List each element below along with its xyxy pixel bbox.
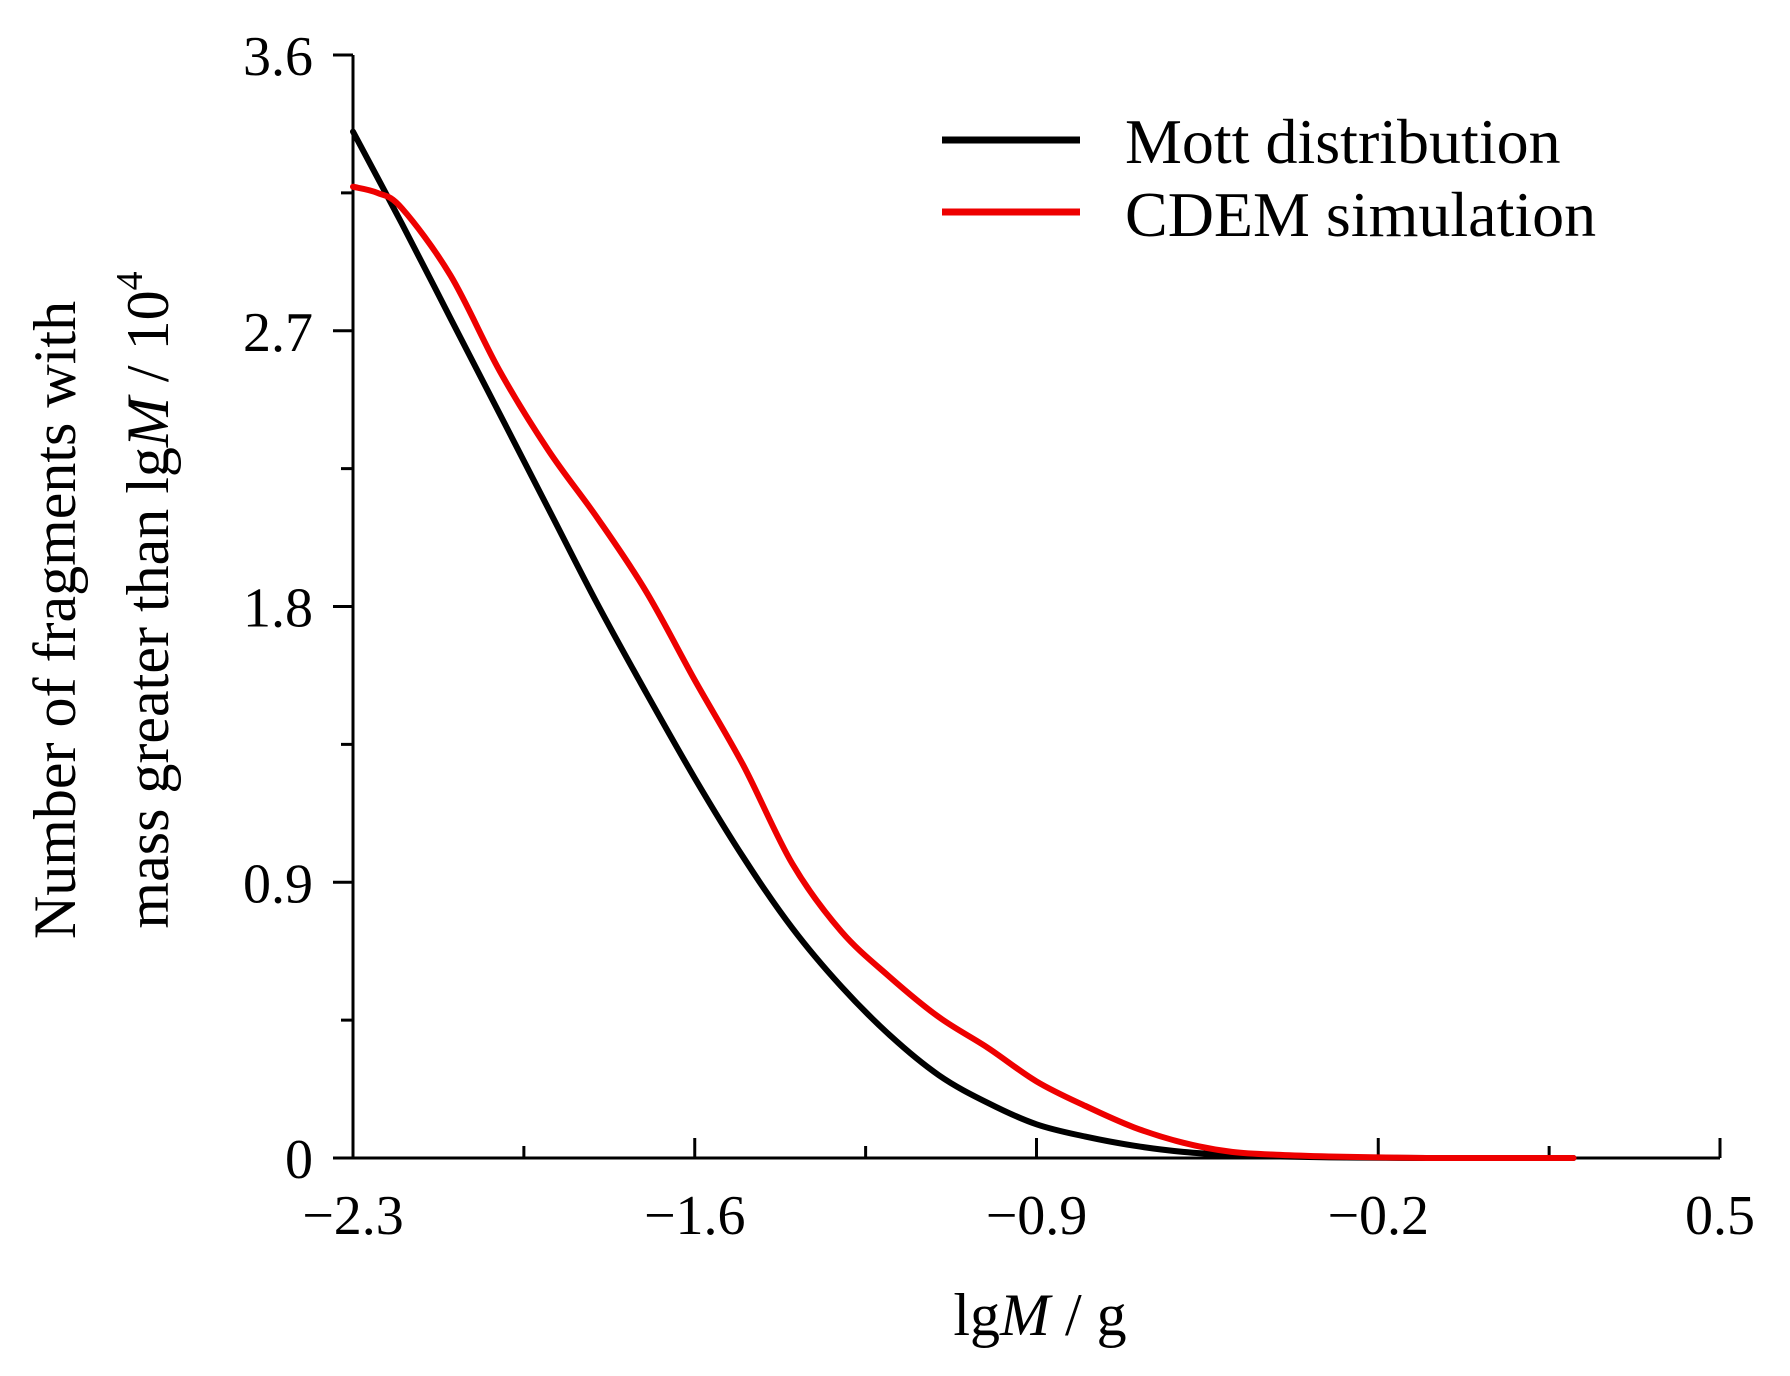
legend: Mott distribution CDEM simulation — [942, 106, 1596, 250]
x-tick-label: −0.9 — [986, 1185, 1088, 1247]
legend-label-mott: Mott distribution — [1125, 106, 1561, 177]
y-axis-title-line2: mass greater than lgM / 104 — [109, 271, 181, 928]
x-tick-label: −0.2 — [1327, 1185, 1429, 1247]
y-tick-label: 0.9 — [243, 853, 313, 915]
y-tick-label: 1.8 — [243, 578, 313, 640]
x-axis-title: lgM / g — [953, 1282, 1126, 1348]
legend-label-cdem: CDEM simulation — [1125, 179, 1596, 250]
y-tick-label: 2.7 — [243, 302, 313, 364]
y-tick-label: 0 — [285, 1129, 313, 1191]
series-line-cdem — [350, 183, 1577, 1161]
x-tick-label: −2.3 — [302, 1185, 404, 1247]
series-layer — [350, 128, 1577, 1161]
y-ticks: 0 0.9 1.8 2.7 3.6 — [243, 26, 353, 1191]
x-ticks: −2.3 −1.6 −0.9 −0.2 0.5 — [302, 1138, 1755, 1247]
x-tick-label: 0.5 — [1685, 1185, 1755, 1247]
series-line-mott — [350, 128, 1577, 1161]
y-axis-title-line1: Number of fragments with — [22, 301, 88, 939]
y-tick-label: 3.6 — [243, 26, 313, 88]
x-tick-label: −1.6 — [644, 1185, 746, 1247]
